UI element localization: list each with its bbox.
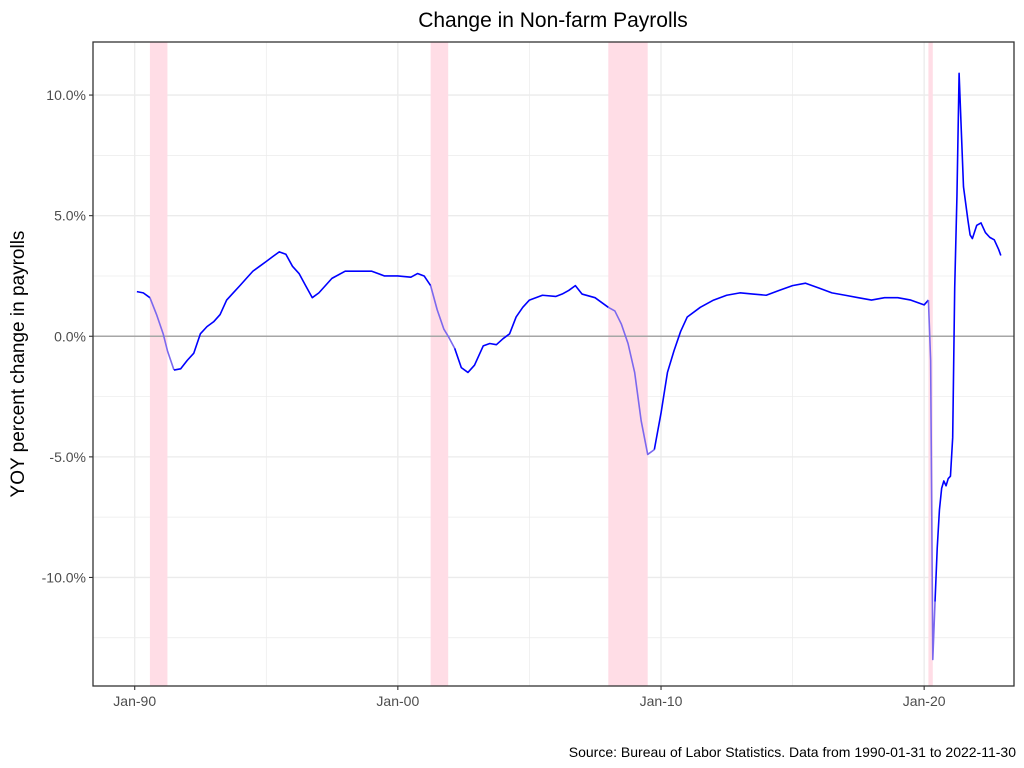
y-tick-label: 0.0% [54,328,86,344]
x-tick-label: Jan-90 [113,693,156,709]
series-line-segment-9 [934,72,1002,602]
series-line-segment-2 [149,297,175,371]
y-tick-label: -10.0% [42,569,86,585]
plot-background [93,42,1014,686]
x-tick-label: Jan-20 [903,693,946,709]
y-tick-label: 10.0% [46,87,86,103]
plot-border [92,41,1015,687]
y-axis-label: YOY percent change in payrolls [8,231,29,498]
y-tick-label: -5.0% [49,449,86,465]
plot-area: -10.0% -5.0% 0.0% 5.0% 10.0% Jan-90 Jan-00 Jan-… [42,41,1015,709]
chart-title: Change in Non-farm Payrolls [418,9,688,32]
series-line-segment-1 [136,290,151,299]
series-line-segment-3 [173,251,432,371]
x-tick-label: Jan-10 [640,693,683,709]
series-line-segment-4 [429,285,456,349]
y-tick-label: 5.0% [54,208,86,224]
recession-band-3 [608,42,648,686]
recession-band-2 [430,42,449,686]
series-line-segment-8 [927,300,936,661]
series-line-segment-7 [653,282,930,450]
x-tick-label: Jan-00 [376,693,419,709]
series-line-segment-5 [453,284,609,374]
series-line-segment-6 [607,306,655,456]
recession-band-1 [149,42,168,686]
chart-caption: Source: Bureau of Labor Statistics. Data… [569,744,1016,760]
